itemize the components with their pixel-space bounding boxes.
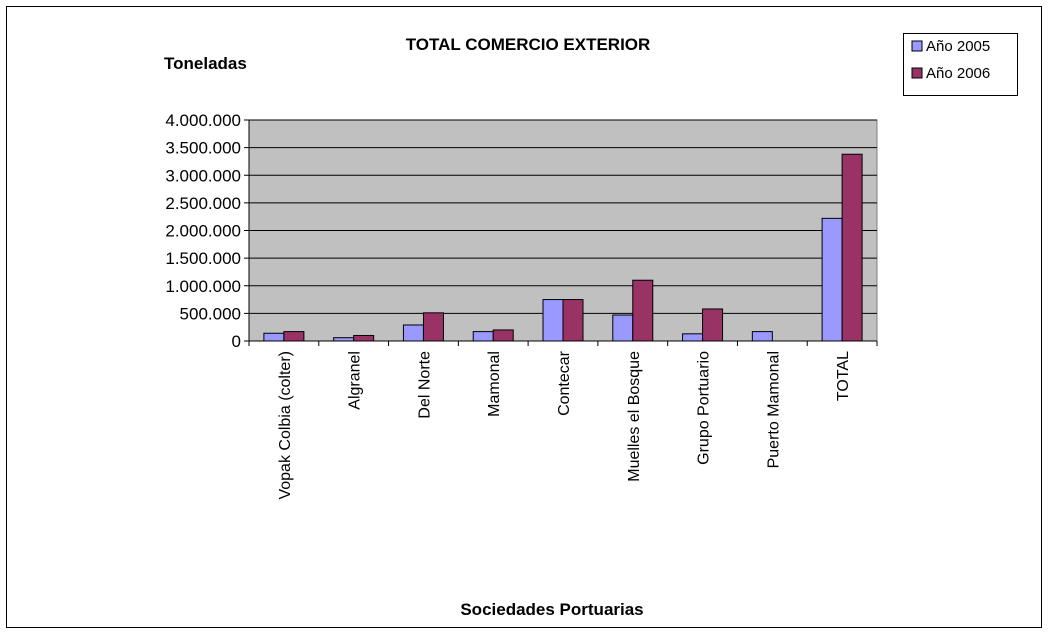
y-tick-label: 500.000: [180, 304, 241, 323]
x-tick-label: Algranel: [347, 351, 364, 410]
x-tick-label: Mamonal: [486, 351, 503, 417]
axes: [244, 119, 878, 346]
bar: [632, 279, 654, 342]
bar: [402, 324, 424, 342]
y-tick-label: 0: [232, 332, 241, 351]
x-tick-label: TOTAL: [835, 351, 852, 401]
bar: [422, 312, 444, 342]
x-tick-label: Vopak Colbia (colter): [277, 351, 294, 500]
bar: [751, 331, 773, 342]
bar: [612, 314, 634, 342]
x-tick-label: Del Norte: [416, 351, 433, 419]
x-tick-label: Puerto Mamonal: [765, 351, 782, 468]
bars: [263, 153, 863, 342]
bar: [283, 331, 305, 342]
bar: [821, 217, 843, 342]
bar: [472, 331, 494, 342]
y-tick-labels: 0 500.000 1.000.000 1.500.000 2.000.000 2.500…: [165, 111, 241, 351]
y-tick-label: 3.500.000: [165, 139, 241, 158]
legend-swatch: [911, 67, 923, 79]
x-axis-title: Sociedades Portuarias: [460, 600, 643, 619]
y-tick-label: 1.500.000: [165, 249, 241, 268]
y-axis-title: Toneladas: [164, 54, 247, 73]
bar: [542, 299, 564, 342]
y-tick-label: 1.000.000: [165, 277, 241, 296]
bar: [263, 332, 285, 342]
bar: [841, 153, 863, 342]
gridlines: [249, 119, 877, 314]
bar: [492, 329, 514, 342]
y-tick-label: 3.000.000: [165, 166, 241, 185]
x-tick-label: Grupo Portuario: [696, 351, 713, 465]
chart-title: TOTAL COMERCIO EXTERIOR: [406, 35, 651, 54]
x-tick-labels: Vopak Colbia (colter) Algranel Del Norte Ma…: [277, 350, 852, 499]
legend-swatch: [911, 40, 923, 52]
legend: Año 2005 Año 2006: [903, 33, 1018, 96]
bar: [353, 334, 375, 342]
x-tick-label: Muelles el Bosque: [626, 351, 643, 482]
bar: [682, 333, 704, 342]
bar: [562, 299, 584, 342]
legend-entry: Año 2006: [926, 65, 990, 82]
x-tick-label: Contecar: [556, 350, 573, 416]
bar: [702, 308, 724, 342]
y-tick-label: 2.500.000: [165, 194, 241, 213]
y-tick-label: 4.000.000: [165, 111, 241, 130]
y-tick-label: 2.000.000: [165, 222, 241, 241]
legend-entry: Año 2005: [926, 38, 990, 55]
